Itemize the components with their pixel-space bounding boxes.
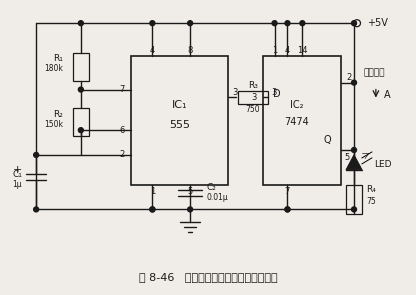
Circle shape — [352, 80, 357, 85]
Text: 555: 555 — [169, 120, 190, 130]
Text: 4: 4 — [285, 46, 290, 55]
Circle shape — [34, 153, 39, 158]
Text: Q: Q — [323, 135, 331, 145]
Text: 逗辑探头: 逗辑探头 — [364, 68, 386, 77]
Text: +: + — [13, 165, 22, 175]
Text: 6: 6 — [119, 126, 124, 135]
Text: 1: 1 — [272, 46, 277, 55]
Text: 150k: 150k — [44, 120, 63, 129]
Text: 14: 14 — [297, 46, 307, 55]
Text: 7474: 7474 — [285, 117, 309, 127]
Circle shape — [188, 207, 193, 212]
Circle shape — [352, 148, 357, 153]
Circle shape — [300, 21, 305, 26]
Text: 5: 5 — [188, 187, 193, 196]
Text: 3: 3 — [272, 88, 277, 97]
Text: R₄: R₄ — [366, 185, 376, 194]
Text: 1μ: 1μ — [12, 180, 22, 189]
Bar — [73, 53, 89, 81]
Text: C₂: C₂ — [206, 183, 216, 192]
Circle shape — [188, 21, 193, 26]
Text: 2: 2 — [346, 73, 352, 82]
Text: 3: 3 — [251, 93, 257, 102]
Text: 3: 3 — [232, 88, 237, 97]
Text: 0.01μ: 0.01μ — [206, 193, 228, 202]
Text: 4: 4 — [150, 46, 155, 55]
Circle shape — [78, 128, 83, 133]
Bar — [238, 91, 267, 104]
Bar — [346, 185, 362, 214]
Text: 180k: 180k — [44, 64, 63, 73]
Bar — [131, 56, 228, 185]
Bar — [262, 56, 341, 185]
Text: 5: 5 — [344, 153, 349, 163]
Text: R₂: R₂ — [53, 110, 63, 119]
Text: 1: 1 — [150, 187, 155, 196]
Circle shape — [150, 207, 155, 212]
Polygon shape — [346, 155, 362, 170]
Text: 8: 8 — [188, 46, 193, 55]
Text: D: D — [273, 88, 280, 99]
Circle shape — [352, 207, 357, 212]
Circle shape — [150, 21, 155, 26]
Circle shape — [285, 21, 290, 26]
Text: 750: 750 — [245, 105, 260, 114]
Text: LED: LED — [374, 160, 391, 169]
Circle shape — [78, 87, 83, 92]
Text: IC₂: IC₂ — [290, 100, 304, 110]
Text: A: A — [384, 89, 391, 99]
Circle shape — [150, 207, 155, 212]
Circle shape — [285, 207, 290, 212]
Text: 图 8-46   检测高、低电平的逻辑探头电路: 图 8-46 检测高、低电平的逻辑探头电路 — [139, 272, 277, 282]
Text: 7: 7 — [119, 85, 124, 94]
Text: R₁: R₁ — [53, 54, 63, 63]
Text: R₃: R₃ — [248, 81, 258, 90]
Circle shape — [78, 21, 83, 26]
Circle shape — [285, 207, 290, 212]
Text: C₁: C₁ — [12, 170, 22, 179]
Circle shape — [34, 207, 39, 212]
Text: 75: 75 — [366, 197, 376, 206]
Text: 7: 7 — [285, 187, 290, 196]
Bar — [73, 108, 89, 136]
Text: +5V: +5V — [367, 18, 388, 28]
Circle shape — [352, 21, 357, 26]
Circle shape — [272, 21, 277, 26]
Text: 2: 2 — [119, 150, 124, 159]
Text: IC₁: IC₁ — [171, 100, 187, 110]
